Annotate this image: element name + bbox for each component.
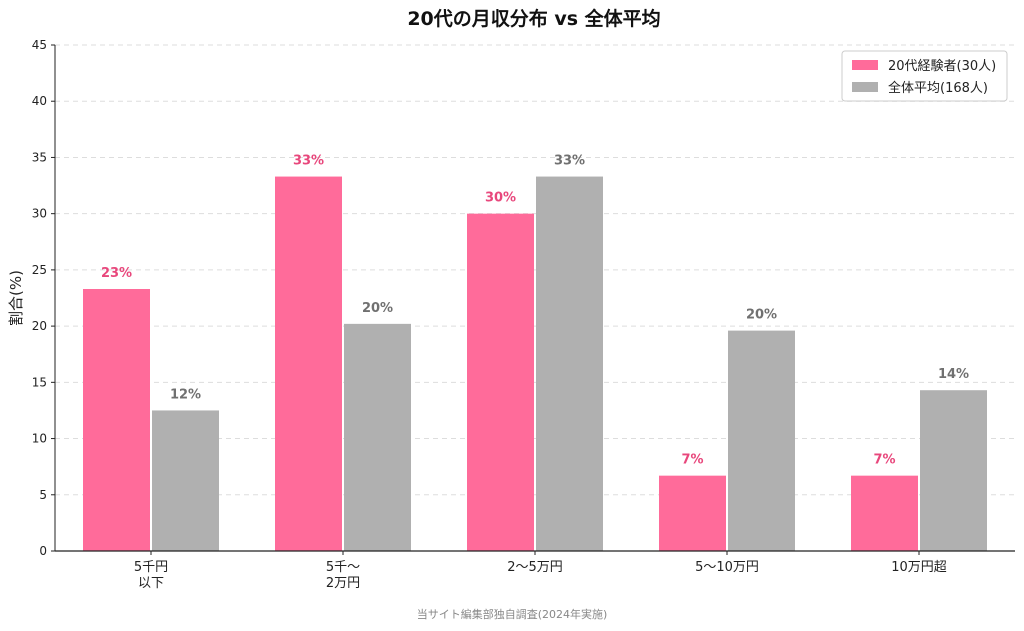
data-labels: 23% 12% 33% 20% 30% 33% 7% 20% 7% 14% <box>101 154 969 468</box>
x-tick-label: 以下 <box>138 576 164 591</box>
y-axis: 0 5 10 15 20 25 30 35 40 45 <box>32 38 56 558</box>
x-tick-label: 10万円超 <box>891 560 947 575</box>
y-tick-label: 5 <box>39 488 47 502</box>
x-tick-label: 5千円 <box>134 560 168 575</box>
y-tick-label: 25 <box>32 263 47 277</box>
bar-20s <box>275 176 342 551</box>
legend-label: 20代経験者(30人) <box>888 59 996 74</box>
legend-swatch <box>852 60 878 70</box>
data-label: 33% <box>293 154 324 169</box>
chart-title: 20代の月収分布 vs 全体平均 <box>407 7 660 30</box>
data-label: 12% <box>170 387 201 402</box>
y-tick-label: 15 <box>32 375 47 389</box>
y-tick-label: 45 <box>32 38 47 52</box>
legend: 20代経験者(30人) 全体平均(168人) <box>841 50 1008 102</box>
y-tick-label: 35 <box>32 150 47 164</box>
x-tick-label: 5千〜 <box>326 560 360 575</box>
x-tick-label: 5〜10万円 <box>695 560 759 575</box>
x-tick-label: 2〜5万円 <box>507 560 563 575</box>
bars <box>83 176 987 551</box>
bar-overall <box>536 176 603 551</box>
bar-20s <box>83 289 150 551</box>
y-tick-label: 0 <box>39 544 47 558</box>
bar-20s <box>467 213 534 551</box>
bar-overall <box>152 410 219 551</box>
data-label: 33% <box>554 154 585 169</box>
y-axis-label: 割合(%) <box>7 270 25 326</box>
data-label: 20% <box>362 301 393 316</box>
bar-20s <box>659 475 726 551</box>
y-tick-label: 20 <box>32 319 47 333</box>
x-tick-label: 2万円 <box>326 576 360 591</box>
data-label: 30% <box>485 191 516 206</box>
y-tick-label: 30 <box>32 207 47 221</box>
legend-box <box>841 50 1008 102</box>
bar-overall <box>728 330 795 551</box>
grid-lines <box>55 44 1015 496</box>
data-label: 7% <box>681 453 703 468</box>
y-tick-label: 10 <box>32 432 47 446</box>
bar-overall <box>920 390 987 551</box>
data-label: 20% <box>746 308 777 323</box>
source-note: 当サイト編集部独自調査(2024年実施) <box>417 607 608 621</box>
data-label: 14% <box>938 367 969 382</box>
bar-overall <box>344 323 411 551</box>
bar-20s <box>851 475 918 551</box>
y-tick-label: 40 <box>32 94 47 108</box>
legend-label: 全体平均(168人) <box>888 80 988 96</box>
data-label: 23% <box>101 266 132 281</box>
legend-swatch <box>852 82 878 92</box>
data-label: 7% <box>873 453 895 468</box>
